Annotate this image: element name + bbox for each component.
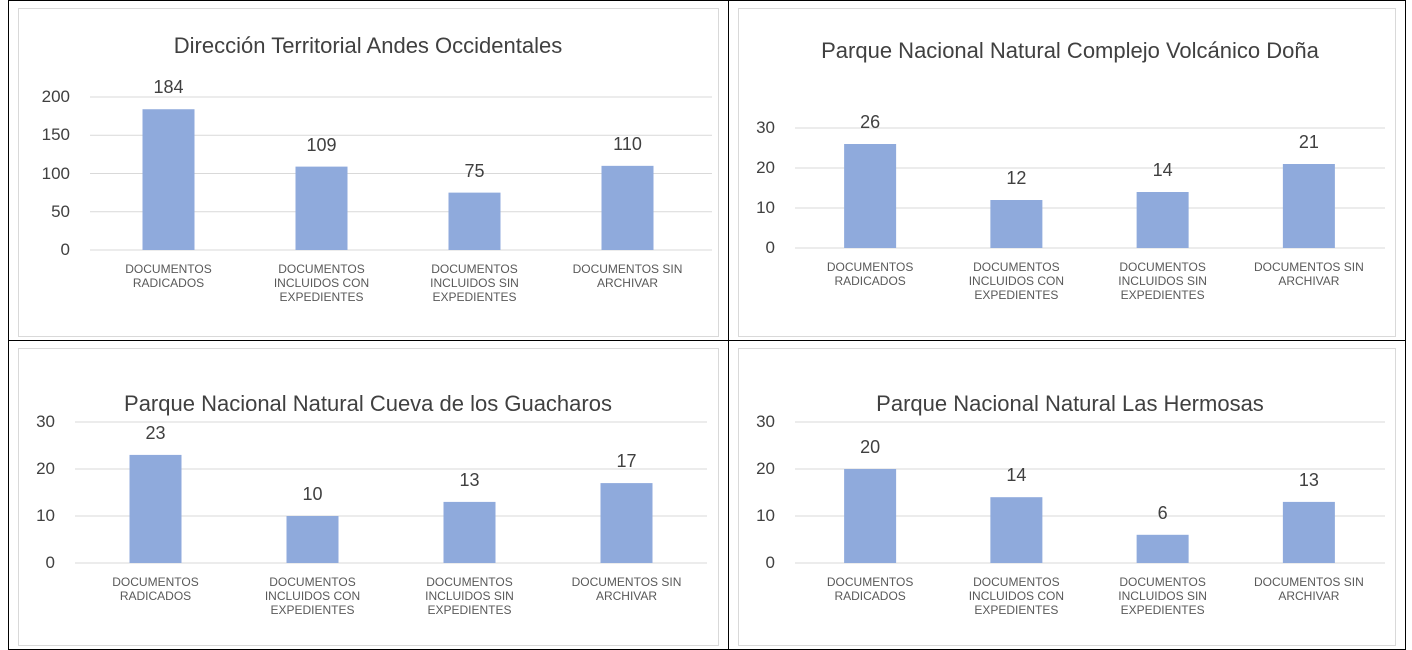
x-tick-label: DOCUMENTOS RADICADOS — [125, 262, 212, 290]
bar — [844, 469, 897, 563]
bar — [142, 109, 195, 251]
data-label: 26 — [860, 112, 881, 132]
data-label: 17 — [616, 451, 637, 472]
bar — [129, 454, 182, 563]
y-tick-label: 50 — [51, 201, 70, 221]
y-tick-label: 30 — [756, 412, 775, 431]
y-tick-label: 20 — [756, 158, 775, 177]
bar — [1136, 192, 1189, 248]
y-tick-label: 150 — [41, 125, 70, 145]
data-label: 21 — [1298, 132, 1319, 152]
table-border — [8, 0, 1406, 650]
data-label: 110 — [613, 133, 642, 154]
y-tick-label: 10 — [756, 506, 775, 525]
x-tick-label: DOCUMENTOS INCLUIDOS CON EXPEDIENTES — [264, 575, 361, 617]
y-tick-label: 10 — [36, 506, 55, 525]
chart-frame — [738, 348, 1396, 646]
chart-title: Dirección Territorial Andes Occidentales — [173, 33, 563, 58]
data-label: 6 — [1157, 502, 1168, 523]
x-tick-label: DOCUMENTOS INCLUIDOS CON EXPEDIENTES — [968, 260, 1065, 302]
x-tick-label: DOCUMENTOS SIN ARCHIVAR — [572, 262, 683, 290]
x-tick-label: DOCUMENTOS SIN ARCHIVAR — [1253, 260, 1364, 288]
bar — [1282, 164, 1335, 248]
bar — [990, 497, 1043, 563]
chart-frame — [18, 8, 719, 337]
x-tick-label: DOCUMENTOS INCLUIDOS SIN EXPEDIENTES — [1118, 575, 1207, 617]
bar — [286, 516, 339, 563]
y-tick-label: 10 — [756, 198, 775, 217]
y-tick-label: 20 — [36, 459, 55, 478]
y-tick-label: 0 — [45, 553, 55, 572]
data-label: 20 — [860, 437, 881, 457]
data-label: 23 — [145, 422, 166, 443]
y-tick-label: 0 — [60, 240, 70, 259]
x-tick-label: DOCUMENTOS RADICADOS — [112, 575, 199, 603]
bar — [990, 200, 1043, 248]
data-label: 13 — [1298, 469, 1319, 490]
chart-frame — [18, 348, 719, 646]
y-tick-label: 20 — [756, 459, 775, 478]
bar — [448, 192, 501, 250]
chart-title: Parque Nacional Natural Las Hermosas — [876, 391, 1264, 416]
y-tick-label: 0 — [765, 553, 775, 572]
x-tick-label: DOCUMENTOS SIN ARCHIVAR — [571, 575, 682, 603]
data-label: 12 — [1006, 168, 1027, 188]
bar — [600, 483, 653, 563]
bar — [1136, 534, 1189, 563]
chart-title: Parque Nacional Natural Cueva de los Gua… — [124, 391, 612, 416]
data-label: 109 — [306, 134, 337, 155]
y-tick-label: 0 — [765, 238, 775, 257]
bar — [601, 165, 654, 250]
x-tick-label: DOCUMENTOS INCLUIDOS CON EXPEDIENTES — [968, 575, 1065, 617]
chart-frame — [738, 8, 1396, 337]
data-label: 13 — [459, 469, 480, 490]
x-tick-label: DOCUMENTOS RADICADOS — [826, 260, 914, 288]
bar — [295, 166, 348, 250]
bar — [443, 501, 496, 563]
x-tick-label: DOCUMENTOS INCLUIDOS SIN EXPEDIENTES — [1118, 260, 1207, 302]
x-tick-label: DOCUMENTOS RADICADOS — [826, 575, 914, 603]
y-tick-label: 200 — [41, 87, 70, 106]
y-tick-label: 30 — [756, 118, 775, 137]
data-label: 184 — [153, 77, 184, 98]
bar — [844, 144, 897, 248]
chart-title: Parque Nacional Natural Complejo Volcáni… — [821, 38, 1319, 63]
data-label: 10 — [302, 484, 323, 504]
x-tick-label: DOCUMENTOS INCLUIDOS CON EXPEDIENTES — [273, 262, 370, 304]
data-label: 75 — [464, 160, 485, 181]
x-tick-label: DOCUMENTOS INCLUIDOS SIN EXPEDIENTES — [425, 575, 514, 617]
data-label: 14 — [1152, 160, 1173, 180]
data-label: 14 — [1006, 465, 1027, 486]
y-tick-label: 30 — [36, 412, 55, 431]
x-tick-label: DOCUMENTOS SIN ARCHIVAR — [1253, 575, 1364, 603]
bar — [1282, 501, 1335, 563]
y-tick-label: 100 — [41, 163, 70, 183]
x-tick-label: DOCUMENTOS INCLUIDOS SIN EXPEDIENTES — [430, 262, 519, 304]
